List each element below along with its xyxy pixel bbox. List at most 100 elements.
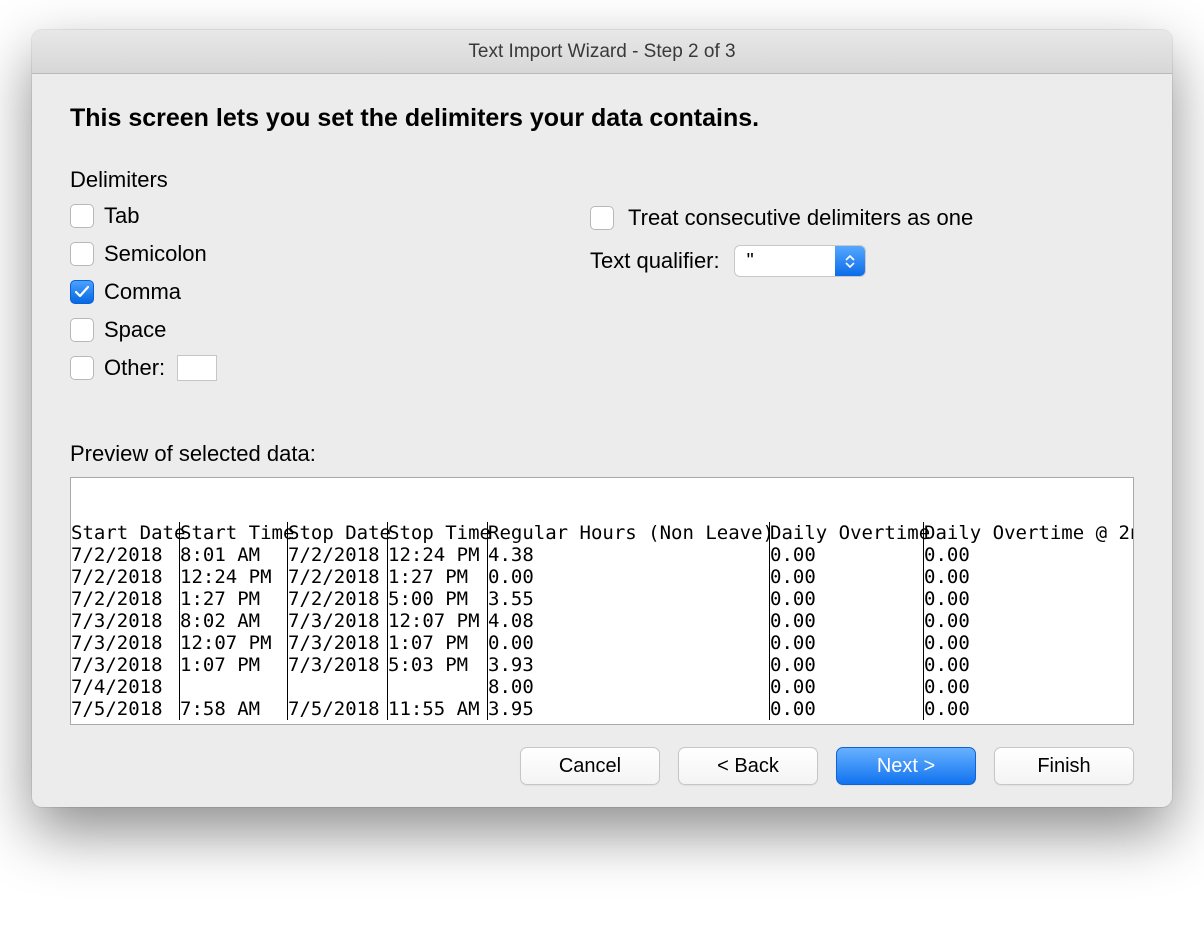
cell: 0.00	[770, 588, 921, 610]
column-header: Start Date	[71, 522, 177, 544]
checkbox-treat-consecutive-label: Treat consecutive delimiters as one	[628, 205, 973, 231]
cell: 7/3/2018	[288, 610, 385, 632]
cell: 0.00	[924, 676, 1134, 698]
treat-consecutive-row[interactable]: Treat consecutive delimiters as one	[590, 205, 1134, 231]
text-qualifier-row: Text qualifier: "	[590, 245, 1134, 277]
check-icon	[74, 284, 90, 300]
cell	[180, 676, 285, 698]
checkbox-comma[interactable]	[70, 280, 94, 304]
cell: 11:55 AM	[388, 698, 485, 720]
cell: 4.08	[488, 610, 767, 632]
delimiters-label: Delimiters	[70, 167, 550, 193]
cell: 1:27 PM	[388, 566, 485, 588]
cell: 5:03 PM	[388, 654, 485, 676]
cell: 7/2/2018	[288, 566, 385, 588]
cell: 0.00	[770, 544, 921, 566]
cell: 0.00	[488, 566, 767, 588]
cell: 12:07 PM	[180, 632, 285, 654]
checkbox-semicolon-label: Semicolon	[104, 241, 207, 267]
checkbox-tab-label: Tab	[104, 203, 139, 229]
cell: 5:00 PM	[388, 588, 485, 610]
select-stepper-icon	[835, 246, 865, 276]
cell: 1:27 PM	[180, 588, 285, 610]
cell: 1:07 PM	[388, 632, 485, 654]
text-qualifier-select[interactable]: "	[734, 245, 866, 277]
cell	[388, 676, 485, 698]
checkbox-other-label: Other:	[104, 355, 165, 381]
window-content: This screen lets you set the delimiters …	[32, 74, 1172, 807]
cell: 7/3/2018	[288, 632, 385, 654]
checkbox-treat-consecutive[interactable]	[590, 206, 614, 230]
cell: 7/2/2018	[71, 544, 177, 566]
cell: 7/4/2018	[71, 676, 177, 698]
column-header: Regular Hours (Non Leave)	[488, 522, 767, 544]
delimiter-tab-row[interactable]: Tab	[70, 203, 550, 229]
window-titlebar: Text Import Wizard - Step 2 of 3	[32, 30, 1172, 74]
cell: 0.00	[924, 566, 1134, 588]
preview-column: Start Date7/2/20187/2/20187/2/20187/3/20…	[71, 522, 179, 720]
preview-table: Start Date7/2/20187/2/20187/2/20187/3/20…	[71, 522, 1133, 720]
button-bar: Cancel < Back Next > Finish	[70, 747, 1134, 785]
cell: 7/5/2018	[288, 698, 385, 720]
cell: 0.00	[770, 632, 921, 654]
text-qualifier-label: Text qualifier:	[590, 248, 720, 274]
text-qualifier-value: "	[735, 250, 835, 273]
cell: 7/3/2018	[71, 632, 177, 654]
checkbox-semicolon[interactable]	[70, 242, 94, 266]
cell: 12:07 PM	[388, 610, 485, 632]
preview-column: Start Time8:01 AM12:24 PM1:27 PM8:02 AM1…	[179, 522, 287, 720]
delimiter-space-row[interactable]: Space	[70, 317, 550, 343]
cell: 0.00	[924, 654, 1134, 676]
column-header: Stop Time	[388, 522, 485, 544]
cell: 0.00	[770, 610, 921, 632]
delimiter-other-row[interactable]: Other:	[70, 355, 550, 381]
cell	[288, 676, 385, 698]
column-header: Daily Overtime	[770, 522, 921, 544]
cell: 7/3/2018	[71, 610, 177, 632]
preview-column: Daily Overtime @ 2nd Rat0.000.000.000.00…	[923, 522, 1134, 720]
cell: 7/2/2018	[71, 588, 177, 610]
next-button[interactable]: Next >	[836, 747, 976, 785]
cell: 12:24 PM	[388, 544, 485, 566]
cell: 7/2/2018	[71, 566, 177, 588]
preview-column: Daily Overtime0.000.000.000.000.000.000.…	[769, 522, 923, 720]
cell: 0.00	[924, 698, 1134, 720]
cell: 0.00	[924, 610, 1134, 632]
cell: 7/2/2018	[288, 544, 385, 566]
delimiter-semicolon-row[interactable]: Semicolon	[70, 241, 550, 267]
preview-label: Preview of selected data:	[70, 441, 1134, 467]
cell: 3.93	[488, 654, 767, 676]
cell: 0.00	[770, 654, 921, 676]
checkbox-other[interactable]	[70, 356, 94, 380]
preview-spacer	[71, 478, 1133, 522]
checkbox-space[interactable]	[70, 318, 94, 342]
other-delimiter-input[interactable]	[177, 355, 217, 381]
column-header: Stop Date	[288, 522, 385, 544]
delimiter-comma-row[interactable]: Comma	[70, 279, 550, 305]
column-header: Daily Overtime @ 2nd Rat	[924, 522, 1134, 544]
cell: 7/2/2018	[288, 588, 385, 610]
cell: 0.00	[924, 632, 1134, 654]
options-section: Treat consecutive delimiters as one Text…	[590, 167, 1134, 393]
cell: 7:58 AM	[180, 698, 285, 720]
preview-box[interactable]: Start Date7/2/20187/2/20187/2/20187/3/20…	[70, 477, 1134, 725]
cell: 8.00	[488, 676, 767, 698]
preview-column: Stop Date7/2/20187/2/20187/2/20187/3/201…	[287, 522, 387, 720]
cell: 4.38	[488, 544, 767, 566]
finish-button[interactable]: Finish	[994, 747, 1134, 785]
headline-text: This screen lets you set the delimiters …	[70, 104, 1134, 133]
column-header: Start Time	[180, 522, 285, 544]
cancel-button[interactable]: Cancel	[520, 747, 660, 785]
back-button[interactable]: < Back	[678, 747, 818, 785]
checkbox-comma-label: Comma	[104, 279, 181, 305]
cell: 0.00	[924, 544, 1134, 566]
checkbox-tab[interactable]	[70, 204, 94, 228]
cell: 7/3/2018	[71, 654, 177, 676]
cell: 7/5/2018	[71, 698, 177, 720]
delimiters-section: Delimiters Tab Semicolon Comma	[70, 167, 550, 393]
preview-column: Stop Time12:24 PM1:27 PM5:00 PM12:07 PM1…	[387, 522, 487, 720]
cell: 7/3/2018	[288, 654, 385, 676]
cell: 8:02 AM	[180, 610, 285, 632]
checkbox-space-label: Space	[104, 317, 166, 343]
cell: 0.00	[924, 588, 1134, 610]
